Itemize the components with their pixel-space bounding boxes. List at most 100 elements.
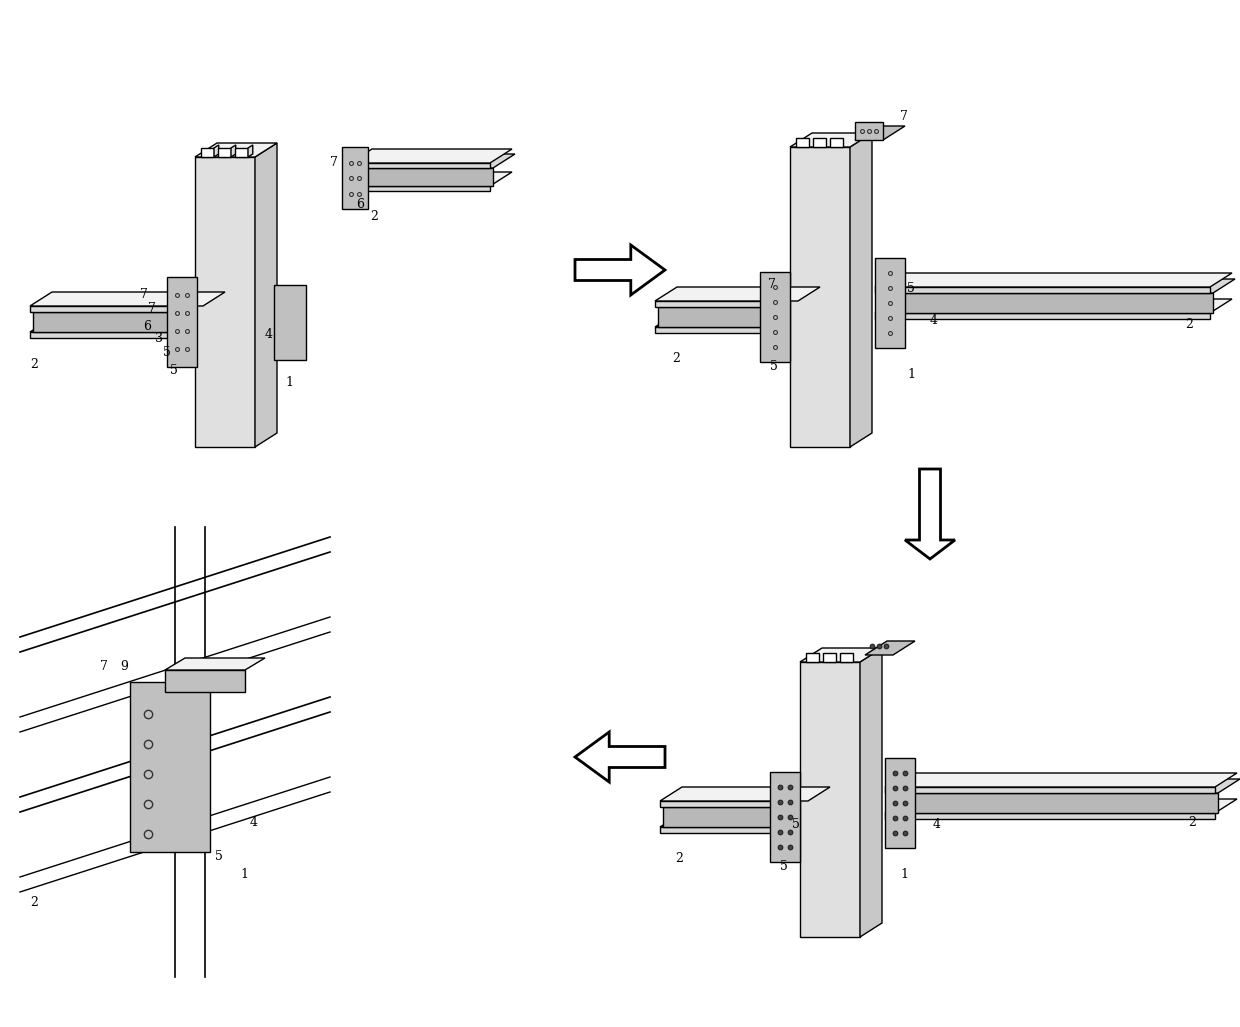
Polygon shape <box>888 779 1240 793</box>
Polygon shape <box>813 138 826 147</box>
Polygon shape <box>30 318 224 332</box>
Polygon shape <box>660 801 808 807</box>
Polygon shape <box>875 287 1210 293</box>
Polygon shape <box>255 143 277 447</box>
Polygon shape <box>875 273 1233 287</box>
Text: 5: 5 <box>215 850 223 864</box>
Polygon shape <box>655 313 820 327</box>
Polygon shape <box>575 732 665 782</box>
Polygon shape <box>770 772 800 862</box>
Polygon shape <box>790 134 872 147</box>
Polygon shape <box>800 648 882 662</box>
Polygon shape <box>885 758 915 848</box>
Polygon shape <box>248 145 253 157</box>
Polygon shape <box>33 298 228 312</box>
Text: 7: 7 <box>140 288 148 301</box>
Text: 2: 2 <box>1188 816 1195 830</box>
Polygon shape <box>165 670 246 692</box>
Polygon shape <box>658 293 823 307</box>
Text: 1: 1 <box>285 376 293 388</box>
Polygon shape <box>201 148 215 157</box>
Text: 6: 6 <box>356 198 365 212</box>
Text: 5: 5 <box>906 282 915 296</box>
Polygon shape <box>885 813 1215 819</box>
Text: 5: 5 <box>170 364 177 377</box>
Polygon shape <box>33 312 206 332</box>
Polygon shape <box>655 287 820 301</box>
Polygon shape <box>655 301 799 307</box>
Polygon shape <box>800 662 861 937</box>
Text: 2: 2 <box>30 896 38 909</box>
Polygon shape <box>350 163 490 168</box>
Polygon shape <box>353 154 515 168</box>
Text: 7: 7 <box>768 278 776 292</box>
Text: 2: 2 <box>672 352 680 366</box>
Polygon shape <box>790 147 849 447</box>
Polygon shape <box>660 813 830 827</box>
Text: 2: 2 <box>675 852 683 866</box>
Text: 4: 4 <box>250 815 258 829</box>
Polygon shape <box>875 313 1210 319</box>
Polygon shape <box>350 149 512 163</box>
Polygon shape <box>350 186 490 191</box>
Polygon shape <box>30 332 203 338</box>
Text: 7: 7 <box>900 111 908 123</box>
Polygon shape <box>760 272 790 362</box>
Text: 2: 2 <box>1185 318 1193 332</box>
Polygon shape <box>236 148 248 157</box>
Polygon shape <box>849 134 872 447</box>
Text: 5: 5 <box>792 819 800 832</box>
Polygon shape <box>875 299 1233 313</box>
Text: 4: 4 <box>265 328 273 341</box>
Text: 2: 2 <box>370 211 378 224</box>
Text: 6: 6 <box>143 320 151 334</box>
Polygon shape <box>663 793 833 807</box>
Polygon shape <box>888 793 1218 813</box>
Polygon shape <box>165 658 265 670</box>
Polygon shape <box>878 279 1235 293</box>
Polygon shape <box>660 827 808 833</box>
Text: 7: 7 <box>100 660 108 674</box>
Text: 7: 7 <box>330 156 337 169</box>
Text: 1: 1 <box>906 369 915 381</box>
Polygon shape <box>350 172 512 186</box>
Polygon shape <box>796 138 808 147</box>
Polygon shape <box>30 292 224 306</box>
Polygon shape <box>167 277 197 367</box>
Polygon shape <box>878 293 1213 313</box>
Polygon shape <box>342 147 368 210</box>
Text: 5: 5 <box>780 861 787 874</box>
Polygon shape <box>830 138 843 147</box>
Polygon shape <box>885 773 1238 787</box>
Polygon shape <box>274 286 306 360</box>
Polygon shape <box>885 787 1215 793</box>
Polygon shape <box>658 307 801 327</box>
Text: 2: 2 <box>30 357 38 371</box>
Polygon shape <box>218 148 231 157</box>
Polygon shape <box>875 258 905 348</box>
Text: 7: 7 <box>148 302 156 314</box>
Polygon shape <box>195 157 255 447</box>
Polygon shape <box>130 682 210 852</box>
Polygon shape <box>856 122 883 140</box>
Text: 4: 4 <box>932 819 941 832</box>
Text: 5: 5 <box>162 345 171 358</box>
Polygon shape <box>866 641 915 655</box>
Text: 3: 3 <box>155 332 162 344</box>
Polygon shape <box>353 168 494 186</box>
Polygon shape <box>575 245 665 295</box>
Text: 4: 4 <box>930 314 937 328</box>
Polygon shape <box>655 327 799 333</box>
Polygon shape <box>30 306 203 312</box>
Text: 9: 9 <box>120 660 128 674</box>
Text: 1: 1 <box>241 869 248 881</box>
Polygon shape <box>839 653 853 662</box>
Polygon shape <box>856 126 905 140</box>
Polygon shape <box>663 807 811 827</box>
Polygon shape <box>195 143 277 157</box>
Polygon shape <box>905 469 955 559</box>
Polygon shape <box>861 648 882 937</box>
Polygon shape <box>215 145 218 157</box>
Polygon shape <box>231 145 236 157</box>
Polygon shape <box>806 653 818 662</box>
